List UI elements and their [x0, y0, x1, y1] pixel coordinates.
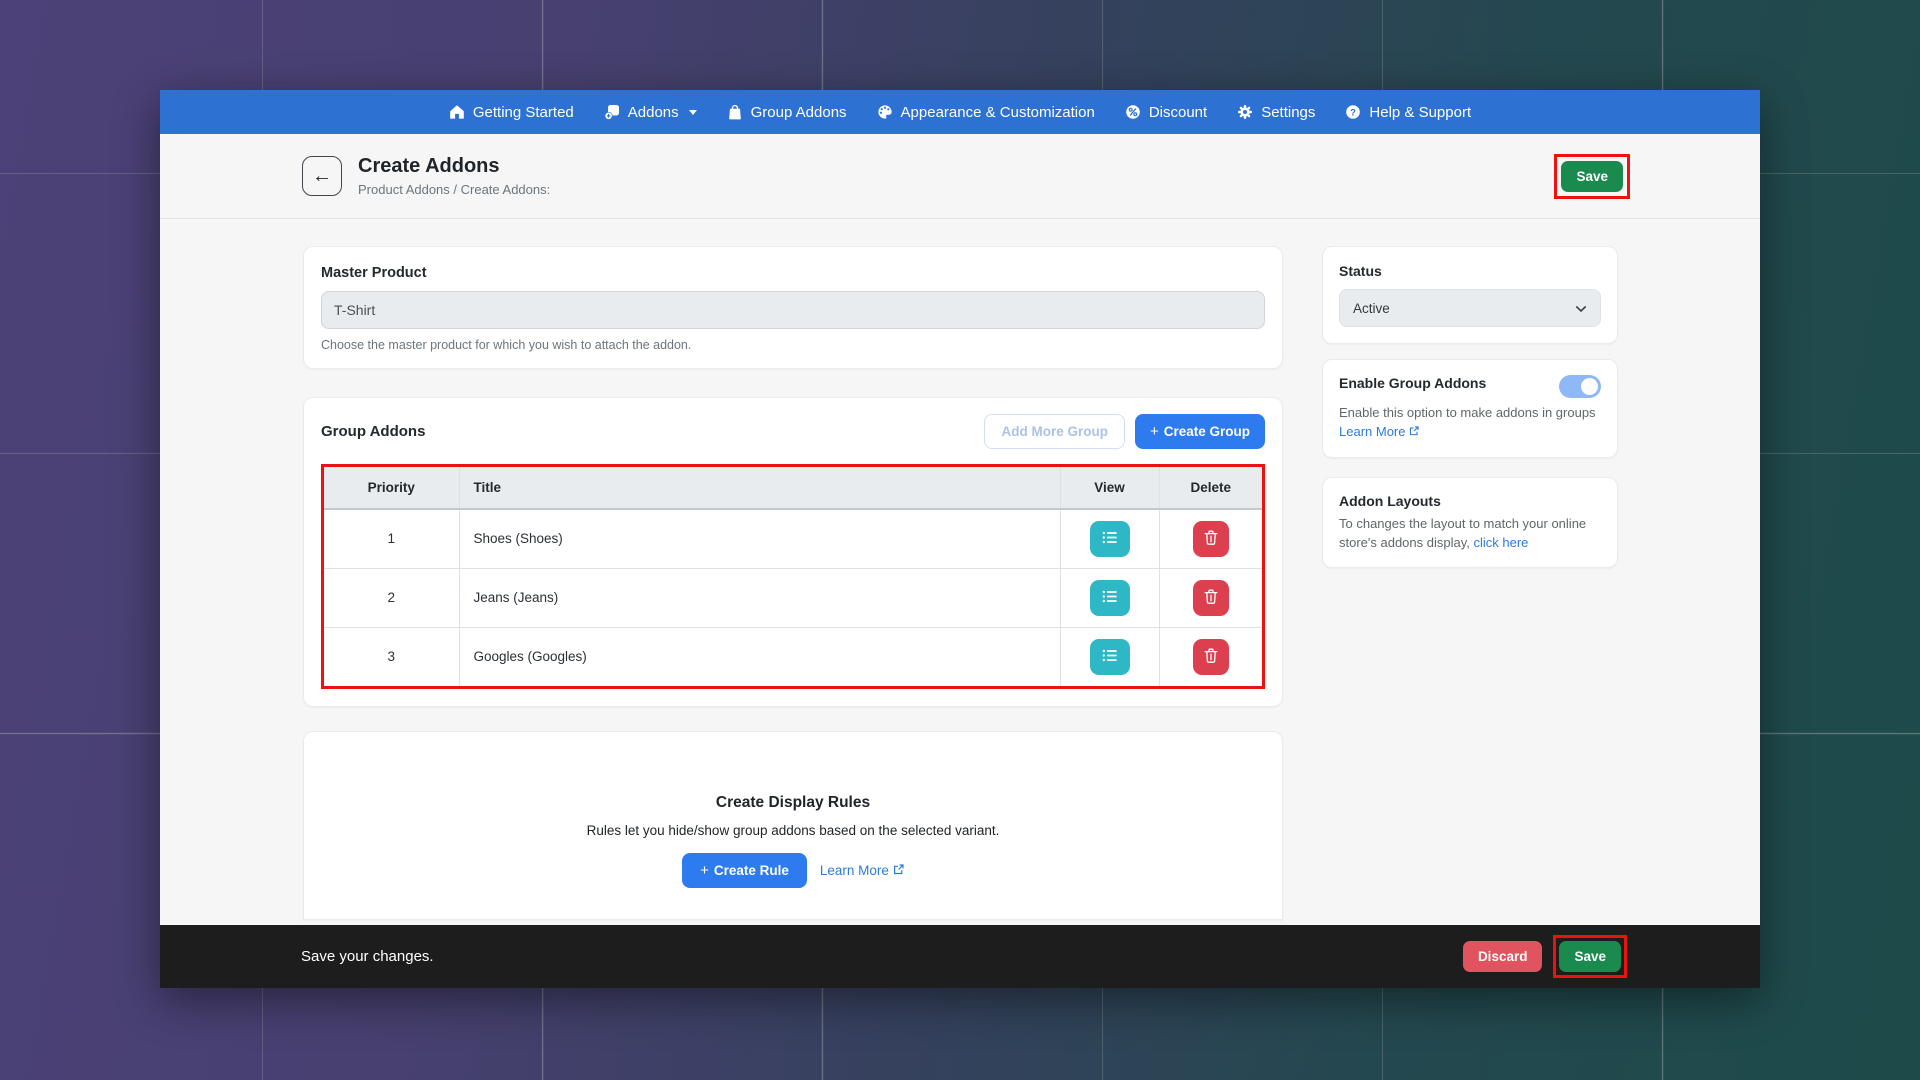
list-icon [1102, 590, 1118, 606]
external-link-icon [1409, 423, 1420, 442]
col-title: Title [459, 467, 1061, 510]
nav-label: Help & Support [1369, 103, 1472, 121]
master-product-help: Choose the master product for which you … [321, 338, 692, 352]
status-label: Status [1339, 263, 1382, 279]
nav-item-addons[interactable]: Addons [604, 104, 697, 121]
header-divider [160, 218, 1760, 219]
external-link-icon [893, 863, 904, 878]
trash-icon [1204, 648, 1218, 666]
nav-item-appearance[interactable]: Appearance & Customization [877, 104, 1095, 121]
nav-label: Getting Started [472, 103, 574, 121]
row-priority: 3 [324, 627, 460, 686]
display-rules-card: Create Display Rules Rules let you hide/… [303, 731, 1283, 920]
save-annotation-box: Save [1553, 935, 1627, 978]
save-button-bottom[interactable]: Save [1559, 941, 1621, 972]
row-title: Shoes (Shoes) [459, 509, 1061, 569]
nav-item-group-addons[interactable]: Group Addons [727, 104, 847, 121]
row-priority: 2 [324, 568, 460, 628]
add-more-group-button[interactable]: Add More Group [984, 414, 1125, 449]
palette-icon [877, 104, 893, 120]
nav-item-settings[interactable]: Settings [1237, 104, 1315, 121]
toggle-knob [1581, 378, 1598, 395]
discard-button[interactable]: Discard [1462, 941, 1543, 972]
addons-icon [604, 104, 620, 120]
nav-label: Addons [627, 103, 679, 121]
save-bar: Save your changes. Discard Save [160, 925, 1760, 988]
enable-group-addons-title: Enable Group Addons [1339, 375, 1487, 391]
trash-icon [1204, 530, 1218, 548]
gear-icon [1237, 104, 1253, 120]
nav-label: Settings [1261, 103, 1316, 121]
table-row: 2 Jeans (Jeans) [324, 568, 1262, 628]
nav-item-getting-started[interactable]: Getting Started [449, 104, 574, 121]
list-icon [1102, 531, 1118, 547]
app-window: Getting Started Addons Group Ad [160, 90, 1760, 988]
breadcrumb: Product Addons / Create Addons: [358, 182, 551, 197]
addon-layouts-card: Addon Layouts To changes the layout to m… [1322, 476, 1618, 569]
status-card: Status Active [1322, 246, 1618, 344]
table-row: 1 Shoes (Shoes) [324, 509, 1262, 569]
group-addons-table: Priority Title View Delete 1 Shoes (Shoe… [324, 467, 1262, 686]
bag-icon [727, 104, 743, 120]
nav-label: Discount [1148, 103, 1208, 121]
row-title: Jeans (Jeans) [459, 568, 1061, 628]
nav-label: Group Addons [750, 103, 847, 121]
table-row: 3 Googles (Googles) [324, 627, 1262, 686]
view-button[interactable] [1089, 638, 1130, 675]
save-bar-message: Save your changes. [301, 948, 434, 965]
enable-group-addons-toggle[interactable] [1559, 375, 1601, 398]
help-circle-icon: ? [1345, 104, 1361, 120]
col-delete: Delete [1159, 467, 1262, 510]
addon-layouts-description: To changes the layout to match your onli… [1339, 515, 1601, 553]
svg-text:?: ? [1350, 107, 1356, 118]
save-button-top[interactable]: Save [1561, 160, 1623, 192]
delete-button[interactable] [1192, 579, 1229, 616]
view-button[interactable] [1089, 579, 1130, 616]
col-view: View [1060, 467, 1160, 510]
chevron-down-icon [688, 109, 697, 115]
display-rules-description: Rules let you hide/show group addons bas… [586, 823, 1000, 838]
chevron-down-icon [1575, 301, 1587, 316]
status-value: Active [1353, 300, 1390, 316]
plus-icon: + [700, 862, 709, 879]
group-addons-title: Group Addons [321, 423, 426, 440]
page-header: ← Create Addons Product Addons / Create … [160, 134, 1760, 218]
learn-more-link[interactable]: Learn More [820, 863, 904, 878]
master-product-input[interactable] [321, 291, 1265, 329]
save-annotation-box: Save [1554, 153, 1630, 199]
top-navbar: Getting Started Addons Group Ad [160, 90, 1760, 134]
status-select[interactable]: Active [1339, 289, 1601, 327]
table-header-row: Priority Title View Delete [324, 467, 1262, 510]
master-product-label: Master Product [321, 265, 427, 281]
home-icon [449, 104, 465, 120]
col-priority: Priority [324, 467, 460, 510]
table-annotation-box: Priority Title View Delete 1 Shoes (Shoe… [321, 464, 1265, 689]
back-button[interactable]: ← [302, 156, 342, 196]
list-icon [1102, 649, 1118, 665]
page-title: Create Addons [358, 155, 500, 177]
arrow-left-icon: ← [312, 164, 332, 187]
delete-button[interactable] [1192, 638, 1229, 675]
row-title: Googles (Googles) [459, 627, 1061, 686]
click-here-link[interactable]: click here [1473, 534, 1529, 550]
addon-layouts-title: Addon Layouts [1339, 492, 1441, 509]
delete-button[interactable] [1192, 520, 1229, 557]
view-button[interactable] [1089, 520, 1130, 557]
trash-icon [1204, 589, 1218, 607]
learn-more-link[interactable]: Learn More [1339, 423, 1420, 442]
nav-label: Appearance & Customization [900, 103, 1095, 121]
nav-item-help[interactable]: ? Help & Support [1345, 104, 1471, 121]
create-rule-button[interactable]: + Create Rule [682, 853, 807, 888]
plus-icon: + [1149, 423, 1159, 440]
enable-group-addons-description: Enable this option to make addons in gro… [1339, 404, 1601, 442]
nav-item-discount[interactable]: Discount [1125, 104, 1207, 121]
master-product-card: Master Product Choose the master product… [303, 246, 1283, 369]
row-priority: 1 [324, 509, 460, 569]
create-group-button[interactable]: + Create Group [1134, 414, 1265, 449]
enable-group-addons-card: Enable Group Addons Enable this option t… [1322, 359, 1618, 458]
display-rules-title: Create Display Rules [715, 794, 871, 811]
discount-badge-icon [1125, 104, 1141, 120]
group-addons-card: Group Addons Add More Group + Create Grou… [303, 397, 1283, 707]
